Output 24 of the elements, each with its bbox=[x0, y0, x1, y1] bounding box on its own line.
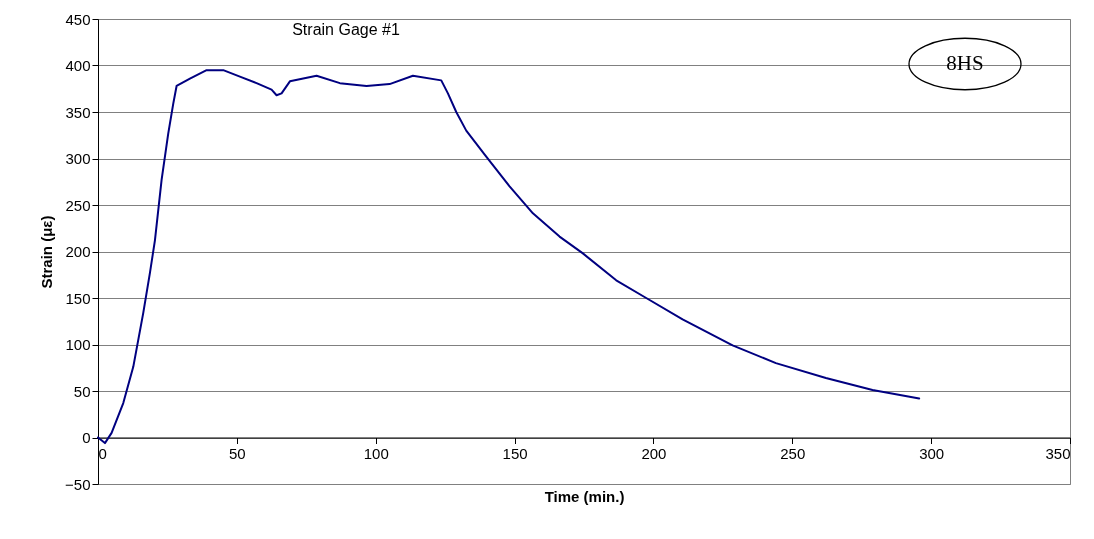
y-tick-label: −50 bbox=[65, 475, 91, 493]
y-tick-label: 50 bbox=[73, 382, 91, 400]
x-tick-label: 200 bbox=[641, 445, 667, 462]
x-tick-label: 50 bbox=[229, 445, 246, 462]
y-tick-label: 200 bbox=[65, 243, 91, 260]
y-tick-label: 450 bbox=[65, 10, 91, 28]
x-tick-label: 100 bbox=[363, 445, 389, 462]
annotation: 8HS bbox=[946, 51, 984, 75]
x-tick-label: 350 bbox=[1045, 445, 1071, 462]
y-tick-label: 400 bbox=[65, 57, 91, 74]
chart-title: Strain Gage #1 bbox=[292, 21, 400, 38]
y-tick-label: 300 bbox=[65, 150, 91, 167]
y-tick-label: 150 bbox=[65, 289, 91, 307]
y-tick-label: 350 bbox=[65, 103, 91, 121]
x-axis-title: Time (min.) bbox=[544, 488, 625, 505]
y-tick-label: 250 bbox=[65, 196, 91, 214]
x-tick-label: 0 bbox=[98, 445, 107, 462]
y-axis-title: Strain (με) bbox=[38, 215, 56, 289]
x-tick-label: 150 bbox=[502, 445, 528, 462]
y-tick-label: 100 bbox=[65, 336, 91, 353]
x-tick-label: 250 bbox=[780, 445, 806, 462]
line-series bbox=[97, 69, 921, 445]
y-tick-label: 0 bbox=[82, 429, 91, 446]
x-tick-label: 300 bbox=[919, 445, 945, 462]
